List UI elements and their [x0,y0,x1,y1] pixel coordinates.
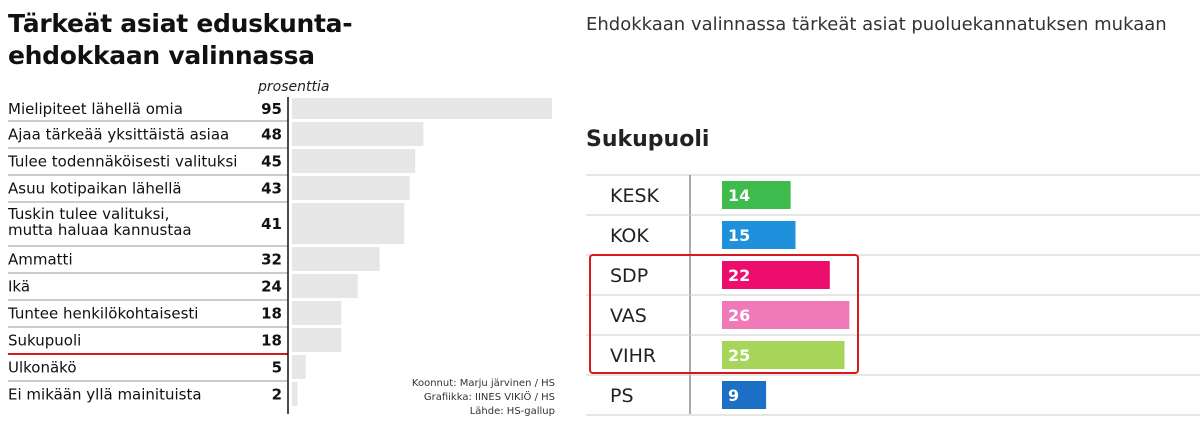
value-label: 41 [261,215,282,233]
category-label: Ulkonäkö [8,359,77,377]
party-bar [722,181,791,209]
bar [292,203,405,244]
credit-graphics: Grafiikka: IINES VIKIÖ / HS [424,390,555,403]
category-label: Tuntee henkilökohtaisesti [7,305,198,323]
value-label: 48 [261,126,282,144]
party-label: KOK [610,225,649,247]
party-bar [722,341,845,369]
category-label: Tulee todennäköisesti valituksi [7,153,237,171]
bar [292,355,306,379]
value-label: 32 [261,251,282,269]
chart-title-line-2: ehdokkaan valinnassa [8,41,315,70]
bar [292,382,298,406]
category-label: Mielipiteet lähellä omia [8,100,183,118]
bar [292,149,416,173]
value-label: 2 [272,386,282,404]
bar [292,328,342,352]
credit-source: Lähde: HS-gallup [470,406,555,417]
party-value-label: 25 [728,346,750,365]
bar [292,98,552,119]
value-label: 18 [261,305,282,323]
category-label: Asuu kotipaikan lähellä [8,180,182,198]
left-chart: Tärkeät asiat eduskunta- ehdokkaan valin… [7,9,555,417]
category-label: Sukupuoli [8,332,81,350]
party-label: VAS [610,305,647,327]
bar [292,301,342,325]
right-chart: Ehdokkaan valinnassa tärkeät asiat puolu… [586,14,1200,416]
party-chart-title: Ehdokkaan valinnassa tärkeät asiat puolu… [586,14,1167,35]
credit-compiled: Koonnut: Marju järvinen / HS [412,378,555,389]
bar-rows: Mielipiteet lähellä omia 95 Ajaa tärkeää y… [7,98,552,406]
party-value-label: 9 [728,386,739,405]
bar [292,176,410,200]
party-value-label: 14 [728,186,750,205]
value-label: 5 [272,359,282,377]
category-label: Tuskin tulee valituksi, [7,205,169,223]
party-value-label: 15 [728,226,750,245]
category-label: Ajaa tärkeää yksittäistä asiaa [8,126,229,144]
bar [292,274,358,298]
category-label: Ammatti [8,251,73,269]
value-label: 24 [261,278,282,296]
party-bar [722,301,850,329]
party-value-label: 26 [728,306,750,325]
party-label: VIHR [610,345,656,367]
party-value-label: 22 [728,266,750,285]
category-label: Ikä [8,278,30,296]
party-label: SDP [610,265,648,287]
bar [292,122,424,146]
party-bar [722,221,796,249]
chart-title-line-1: Tärkeät asiat eduskunta- [8,9,352,38]
value-label: 95 [261,100,282,118]
value-label: 45 [261,153,282,171]
category-label: mutta haluaa kannustaa [8,221,192,239]
party-bar [722,261,830,289]
party-rows: KESK 14 KOK 15 SDP 22 VAS 26 VIHR 25 PS 9 [586,181,1200,416]
party-label: KESK [610,185,660,207]
section-title: Sukupuoli [586,127,709,152]
unit-label: prosenttia [257,79,329,95]
party-label: PS [610,385,634,407]
highlight-box [589,254,859,374]
value-label: 43 [261,180,282,198]
value-label: 18 [261,332,282,350]
party-bar [722,381,767,409]
category-label: Ei mikään yllä mainituista [8,386,202,404]
bar [292,247,380,271]
